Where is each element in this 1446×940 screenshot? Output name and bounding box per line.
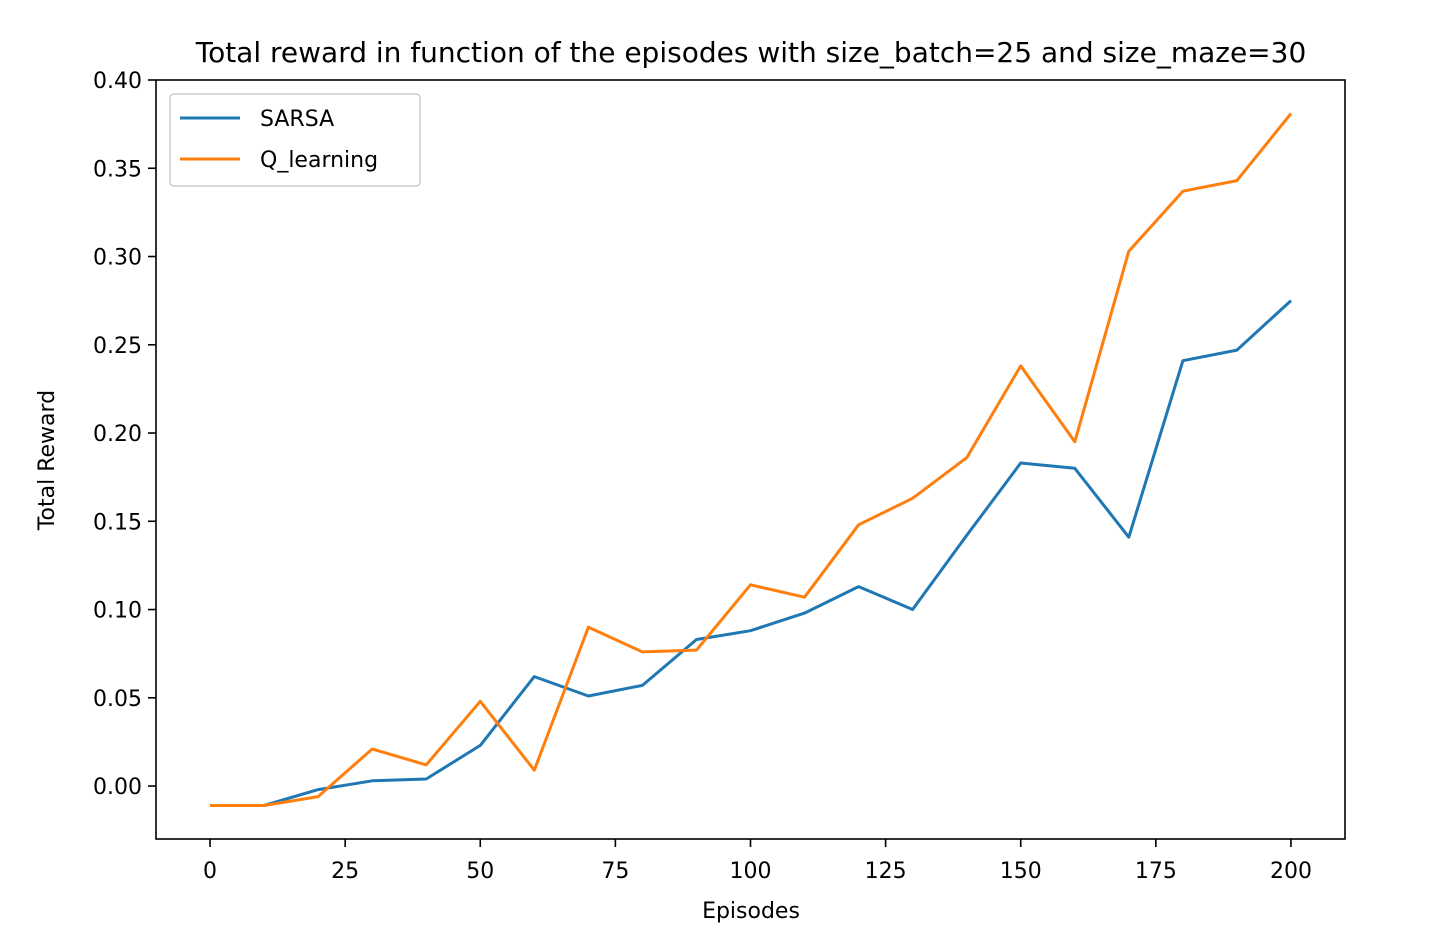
legend: SARSA Q_learning xyxy=(169,93,421,187)
legend-label-q-learning: Q_learning xyxy=(260,148,378,173)
y-tick-label: 0.25 xyxy=(93,334,142,359)
x-tick-label: 175 xyxy=(1135,859,1177,884)
chart-title: Total reward in function of the episodes… xyxy=(195,36,1307,69)
x-axis-label: Episodes xyxy=(702,899,800,924)
plot-frame xyxy=(155,79,1346,840)
legend-label-sarsa: SARSA xyxy=(260,107,334,132)
y-tick-label: 0.15 xyxy=(93,510,142,535)
y-tick-label: 0.35 xyxy=(93,157,142,182)
series-line-sarsa xyxy=(210,299,1293,807)
x-tick-label: 200 xyxy=(1270,859,1312,884)
plot-series-group xyxy=(210,112,1293,807)
series-line-q-learning xyxy=(210,112,1293,807)
x-tick-label: 125 xyxy=(865,859,907,884)
y-axis-label: Total Reward xyxy=(35,390,60,531)
y-tick-label: 0.05 xyxy=(93,687,142,712)
x-tick-label: 150 xyxy=(1000,859,1042,884)
y-tick-label: 0.20 xyxy=(93,422,142,447)
y-tick-label: 0.30 xyxy=(93,246,142,271)
y-tick-label: 0.40 xyxy=(93,69,142,94)
y-tick-label: 0.00 xyxy=(93,775,142,800)
x-tick-label: 100 xyxy=(730,859,772,884)
x-tick-label: 25 xyxy=(331,859,359,884)
y-axis: 0.00 0.05 0.10 0.15 0.20 0.25 0.30 0.35 0.40 xyxy=(93,69,156,800)
x-tick-label: 75 xyxy=(601,859,629,884)
y-tick-label: 0.10 xyxy=(93,599,142,624)
x-axis: 0 25 50 75 100 125 150 175 200 xyxy=(203,839,1312,884)
x-tick-label: 0 xyxy=(203,859,217,884)
x-tick-label: 50 xyxy=(466,859,494,884)
